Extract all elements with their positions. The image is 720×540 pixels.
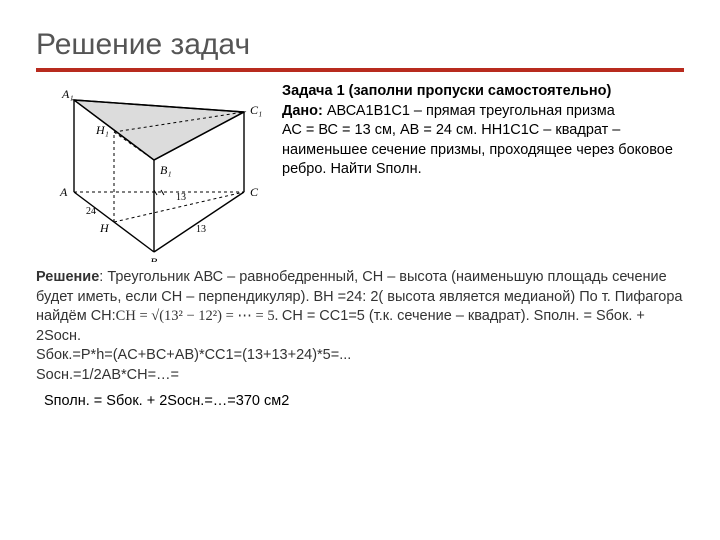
title-underline: [36, 68, 684, 72]
given-label: Дано:: [282, 103, 323, 119]
final-answer: Sполн. = Sбок. + 2Sосн.=…=370 см2: [44, 393, 684, 409]
solution-label: Решение: [36, 269, 99, 285]
svg-text:A₁: A₁: [61, 87, 74, 101]
svg-text:B₁: B₁: [160, 163, 172, 177]
svg-text:H₁: H₁: [95, 123, 109, 137]
problem-text: Задача 1 (заполни пропуски самостоятельн…: [282, 82, 684, 180]
solution-text: Решение: Треугольник АВС – равнобедренны…: [36, 268, 684, 385]
solution-formula: CH = √(13² − 12²) = ⋯ = 5.: [116, 308, 282, 324]
slide-title: Решение задач: [36, 28, 684, 62]
solution-line3: Sбок.=P*h=(AC+BC+AB)*CC1=(13+13+24)*5=..…: [36, 347, 351, 363]
svg-text:13: 13: [196, 224, 206, 235]
given-text: АВСА1В1С1 – прямая треугольная призма: [323, 103, 615, 119]
problem-line2: АС = ВС = 13 см, АВ = 24 см. НН1С1С – кв…: [282, 122, 673, 177]
prism-diagram: A₁ C₁ B₁ A C B H H₁ 24 13 13: [36, 82, 266, 262]
svg-text:C: C: [250, 185, 259, 199]
solution-line4: Sосн.=1/2AB*CH=…=: [36, 367, 179, 383]
svg-text:13: 13: [176, 192, 186, 203]
slide: Решение задач A₁ C₁ B₁ A C B H H₁ 24 13 13 Задача…: [0, 0, 720, 540]
svg-text:24: 24: [86, 206, 96, 217]
content-row: A₁ C₁ B₁ A C B H H₁ 24 13 13 Задача 1 (заполни пр…: [36, 82, 684, 262]
problem-heading: Задача 1 (заполни пропуски самостоятельн…: [282, 83, 611, 99]
svg-text:C₁: C₁: [250, 103, 262, 117]
svg-text:B: B: [150, 255, 158, 262]
svg-text:H: H: [99, 221, 110, 235]
svg-text:A: A: [59, 185, 68, 199]
